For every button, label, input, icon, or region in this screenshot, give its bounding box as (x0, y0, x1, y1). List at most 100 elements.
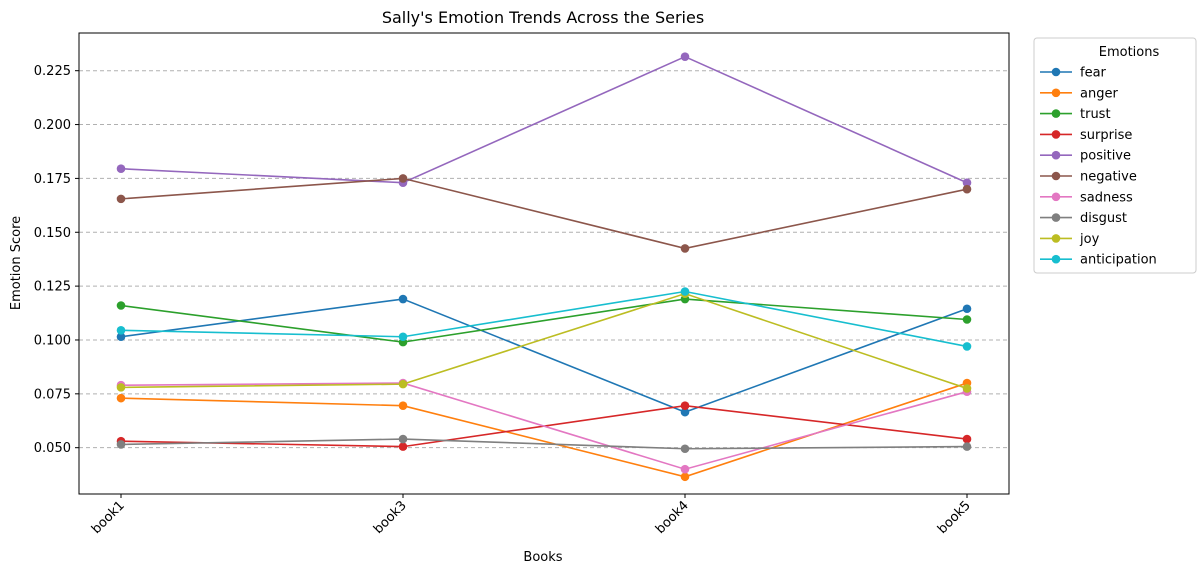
legend-label: negative (1080, 170, 1137, 185)
legend-label: trust (1080, 107, 1111, 122)
plot-area (78, 32, 1010, 495)
data-point-disgust (962, 442, 972, 451)
legend-swatch-marker (1051, 150, 1061, 160)
series-line-sadness (120, 382, 968, 471)
series-line-positive (120, 55, 968, 184)
x-tick-label: book1 (89, 498, 128, 537)
legend-swatch-marker (1051, 192, 1061, 202)
data-point-disgust (116, 440, 126, 449)
legend-swatch-marker (1051, 130, 1061, 139)
data-point-disgust (680, 444, 690, 454)
legend-items: fear anger trust surprise positive negative sa… (1040, 66, 1157, 268)
data-point-surprise (680, 401, 690, 410)
y-axis: 0.050 0.075 0.100 0.125 0.150 0.175 0.200 0.225 (34, 64, 79, 456)
y-tick-label: 0.175 (34, 172, 71, 187)
legend-label: disgust (1080, 211, 1127, 226)
legend-item-disgust: disgust (1040, 211, 1127, 226)
chart-title: Sally's Emotion Trends Across the Series (382, 8, 704, 27)
legend-item-joy: joy (1040, 232, 1100, 247)
legend-label: positive (1080, 149, 1131, 164)
data-point-fear (116, 332, 126, 342)
data-point-anticipation (398, 332, 408, 342)
y-tick-label: 0.125 (34, 280, 71, 295)
series-line-anger (120, 382, 968, 478)
series-anticipation (116, 287, 972, 351)
x-axis: book1 book3 book4 book5 (89, 494, 974, 537)
legend: Emotions fear anger trust surprise positive n… (1033, 37, 1197, 274)
legend-item-trust: trust (1040, 107, 1111, 122)
data-point-positive (962, 178, 972, 188)
legend-swatch-marker (1051, 171, 1061, 181)
y-axis-label: Emotion Score (9, 216, 24, 310)
y-tick-label: 0.200 (34, 118, 71, 133)
data-point-joy (116, 383, 126, 392)
x-tick-label: book4 (653, 498, 692, 537)
legend-item-negative: negative (1040, 170, 1137, 185)
legend-item-anticipation: anticipation (1040, 253, 1157, 268)
data-point-anger (116, 393, 126, 403)
legend-label: surprise (1080, 128, 1132, 143)
x-axis-label: Books (523, 550, 562, 565)
series-joy (116, 289, 972, 393)
data-point-anticipation (962, 342, 972, 351)
data-point-fear (398, 294, 408, 304)
y-tick-label: 0.075 (34, 387, 71, 402)
legend-label: sadness (1080, 190, 1133, 205)
series-lines (116, 52, 972, 482)
legend-swatch-marker (1051, 213, 1061, 222)
legend-swatch-marker (1051, 234, 1061, 243)
x-tick-label: book5 (935, 498, 974, 537)
y-tick-label: 0.225 (34, 64, 71, 79)
data-point-anger (398, 401, 408, 410)
data-point-surprise (962, 434, 972, 444)
legend-swatch-marker (1051, 67, 1061, 77)
y-tick-label: 0.100 (34, 333, 71, 348)
data-point-negative (398, 174, 408, 183)
legend-swatch-marker (1051, 254, 1061, 264)
data-point-disgust (398, 434, 408, 444)
legend-swatch-marker (1051, 88, 1061, 98)
series-line-fear (120, 298, 968, 413)
legend-item-sadness: sadness (1040, 190, 1133, 205)
legend-item-fear: fear (1040, 66, 1107, 81)
data-point-surprise (398, 442, 408, 451)
data-point-negative (116, 194, 126, 204)
series-fear (116, 294, 972, 417)
legend-item-positive: positive (1040, 149, 1131, 164)
data-point-fear (680, 407, 690, 417)
legend-label: anger (1080, 86, 1118, 101)
legend-label: fear (1080, 66, 1107, 81)
y-tick-label: 0.150 (34, 226, 71, 241)
y-tick-label: 0.050 (34, 441, 71, 456)
legend-label: joy (1079, 232, 1100, 247)
series-sadness (116, 378, 972, 474)
grid-lines (79, 70, 1009, 449)
series-disgust (116, 434, 972, 454)
x-tick-label: book3 (371, 498, 410, 537)
data-point-positive (680, 52, 690, 61)
data-point-trust (116, 301, 126, 310)
legend-label: anticipation (1080, 253, 1157, 268)
series-line-trust (120, 298, 968, 343)
legend-box (1033, 37, 1197, 274)
series-line-anticipation (120, 290, 968, 348)
data-point-anticipation (680, 287, 690, 296)
data-point-joy (398, 379, 408, 389)
data-point-positive (116, 164, 126, 174)
data-point-fear (962, 304, 972, 314)
legend-swatch-marker (1051, 109, 1061, 118)
data-point-joy (962, 384, 972, 393)
series-line-negative (120, 177, 968, 250)
series-line-disgust (120, 438, 968, 450)
data-point-trust (962, 315, 972, 324)
legend-item-surprise: surprise (1040, 128, 1132, 143)
series-line-joy (120, 292, 968, 390)
data-point-anticipation (116, 325, 126, 335)
legend-title: Emotions (1099, 45, 1160, 60)
data-point-sadness (680, 464, 690, 474)
series-negative (116, 174, 972, 253)
data-point-negative (962, 184, 972, 194)
series-positive (116, 52, 972, 188)
legend-item-anger: anger (1040, 86, 1118, 101)
